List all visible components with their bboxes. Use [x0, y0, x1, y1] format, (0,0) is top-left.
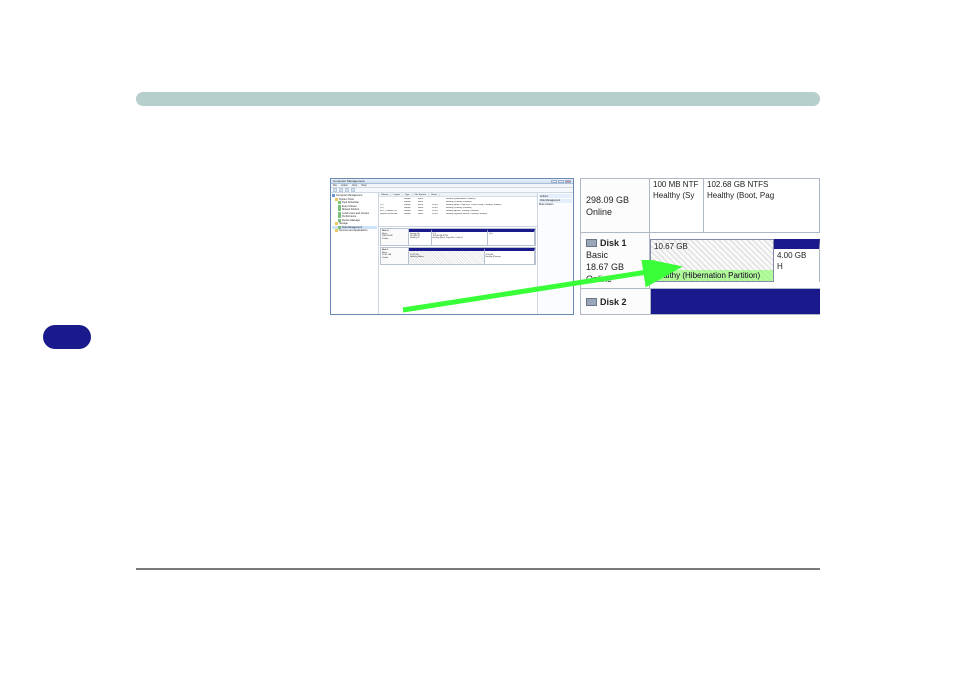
tree-pane: Computer ManagementSystem ToolsTask Sche… [331, 193, 379, 314]
volume-cell: System Reserved [380, 213, 402, 216]
volume-cell: NTFS [432, 213, 444, 216]
disk-row: Disk 0Basic298.09 GBOnlineSystem Re100 M… [380, 228, 536, 246]
volume-row[interactable]: System ReservedSimpleBasicNTFSHealthy (S… [380, 213, 536, 216]
zoom-partition[interactable]: 102.68 GB NTFSHealthy (Boot, Pag [704, 179, 820, 232]
zoom-disk0-parts: 100 MB NTFHealthy (Sy102.68 GB NTFSHealt… [650, 179, 820, 232]
volume-cell: Simple [404, 213, 416, 216]
zoom-disk1-status: Online [586, 273, 644, 285]
volume-list: SimpleBasicHealthy (Hibernation Partitio… [379, 197, 537, 227]
menu-help[interactable]: Help [361, 184, 366, 187]
zoom-partition[interactable]: 100 MB NTFHealthy (Sy [650, 179, 704, 232]
zoom-disk0-size: 298.09 GB [586, 194, 644, 206]
partition-size: 4.00 GB [777, 250, 816, 261]
footer-rule [136, 568, 820, 570]
zoom-partition[interactable]: 10.67 GB Healthy (Hibernation Partition) [650, 239, 774, 282]
actions-subheader: Disk Management [539, 199, 572, 203]
zoom-disk1-size: 18.67 GB [586, 261, 644, 273]
tree-item-label: Services and Applications [339, 229, 368, 232]
window-buttons [551, 180, 571, 183]
minimize-button[interactable] [551, 180, 557, 183]
zoom-disk1-kind: Basic [586, 249, 644, 261]
tree-item-icon [335, 229, 338, 232]
partition[interactable]: 4.00 GBHealthy (Primary [485, 248, 535, 264]
partition-status-highlight: Healthy (Hibernation Partition) [651, 270, 773, 281]
col-type[interactable]: Type [403, 194, 413, 196]
menu-view[interactable]: View [352, 184, 357, 187]
zoom-disk2-name: Disk 2 [586, 296, 645, 308]
window-title: Computer Management [333, 179, 365, 183]
zoom-disk1-name: Disk 1 [586, 237, 644, 249]
center-pane: Volume Layout Type File System Status Si… [379, 193, 537, 314]
actions-more[interactable]: More Actions [539, 203, 572, 206]
zoom-disk0-label: 298.09 GB Online [581, 179, 650, 232]
partition[interactable]: 10.67 GBHealthy (Hibern [409, 248, 485, 264]
zoom-disk1-row: Disk 1 Basic 18.67 GB Online 10.67 GB Hea… [581, 233, 820, 289]
disk-icon [586, 298, 597, 306]
header-bar [136, 92, 820, 106]
zoom-disk0-status: Online [586, 206, 644, 218]
computer-management-window: Computer Management File Action View Hel… [330, 178, 574, 315]
toolbar-refresh-button[interactable] [345, 188, 349, 192]
close-button[interactable] [565, 180, 571, 183]
disk-graphic-area: Disk 0Basic298.09 GBOnlineSystem Re100 M… [379, 227, 537, 314]
zoom-disk0-row: 298.09 GB Online 100 MB NTFHealthy (Sy10… [581, 179, 820, 233]
menu-action[interactable]: Action [341, 184, 348, 187]
toolbar-forward-button[interactable] [339, 188, 343, 192]
partition-status-highlight: H [777, 261, 816, 272]
zoom-disk2-parts [651, 289, 820, 314]
zoom-disk2-label: Disk 2 [581, 289, 651, 314]
zoom-disk2-row: Disk 2 [581, 289, 820, 315]
disk-row: Disk 1Basic18.67 GBOnline10.67 GBHealthy… [380, 247, 536, 265]
zoom-disk1-parts: 10.67 GBHealthy (Hibernation Partition)4… [650, 233, 820, 288]
partition[interactable]: System Re100 MB NTHealthy (S [409, 229, 432, 245]
partition-size: 10.67 GB [654, 241, 770, 252]
partition[interactable]: (C:)102.68 GB NTFSHealthy (Boot, Page Fi… [432, 229, 489, 245]
disk-partitions: System Re100 MB NTHealthy (S(C:)102.68 G… [409, 229, 535, 245]
partition[interactable]: (D:) [488, 229, 535, 245]
disk-label: Disk 1Basic18.67 GBOnline [381, 248, 409, 264]
maximize-button[interactable] [558, 180, 564, 183]
disk-label: Disk 0Basic298.09 GBOnline [381, 229, 409, 245]
zoom-detail: 298.09 GB Online 100 MB NTFHealthy (Sy10… [580, 178, 820, 315]
window-body: Computer ManagementSystem ToolsTask Sche… [331, 193, 573, 314]
volume-cell: Healthy (System, Active, Primary Partiti… [446, 213, 506, 216]
col-status[interactable]: Status [429, 194, 440, 196]
disk-partitions: 10.67 GBHealthy (Hibern4.00 GBHealthy (P… [409, 248, 535, 264]
disk-icon [586, 239, 597, 247]
note-badge [43, 325, 91, 349]
tree-item[interactable]: Services and Applications [332, 229, 377, 232]
menu-file[interactable]: File [333, 184, 337, 187]
zoom-disk1-label: Disk 1 Basic 18.67 GB Online [581, 233, 650, 288]
zoom-partition[interactable]: 4.00 GBH [774, 239, 820, 282]
toolbar-help-button[interactable] [351, 188, 355, 192]
actions-header: Actions [539, 194, 572, 198]
actions-pane: Actions Disk Management More Actions [537, 193, 573, 314]
volume-cell: Basic [418, 213, 430, 216]
col-fs[interactable]: File System [413, 194, 429, 196]
col-volume[interactable]: Volume [379, 194, 391, 196]
toolbar-back-button[interactable] [333, 188, 337, 192]
col-layout[interactable]: Layout [391, 194, 403, 196]
